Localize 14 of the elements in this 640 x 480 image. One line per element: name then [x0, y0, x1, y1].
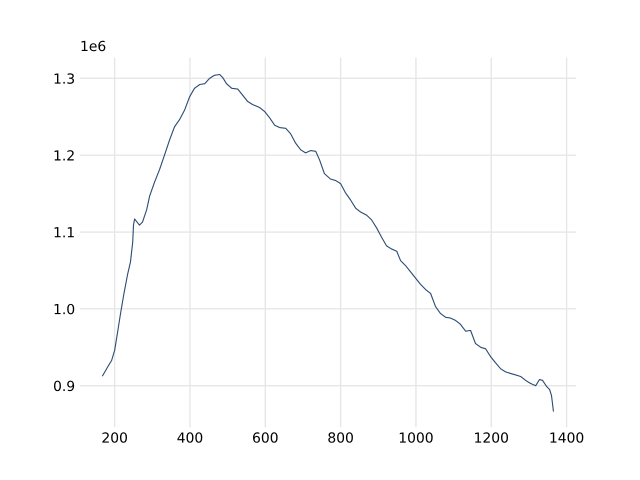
y-tick-label: 1.3	[54, 73, 74, 84]
y-tick-label: 1.1	[54, 227, 74, 238]
x-tick-label: 1000	[400, 432, 433, 443]
x-tick-label: 1200	[475, 432, 508, 443]
x-tick-label: 200	[102, 432, 127, 443]
x-tick-label: 1400	[550, 432, 584, 443]
y-tick-label: 0.9	[54, 380, 74, 392]
text: 1e6	[82, 40, 106, 52]
x-tick-label: 600	[253, 432, 278, 443]
y-tick-label: 1.2	[54, 150, 74, 160]
x-tick-label: 400	[177, 432, 202, 443]
y-tick-label: 1.0	[54, 304, 74, 314]
line-series	[102, 74, 554, 412]
x-tick-label: 800	[328, 432, 353, 443]
